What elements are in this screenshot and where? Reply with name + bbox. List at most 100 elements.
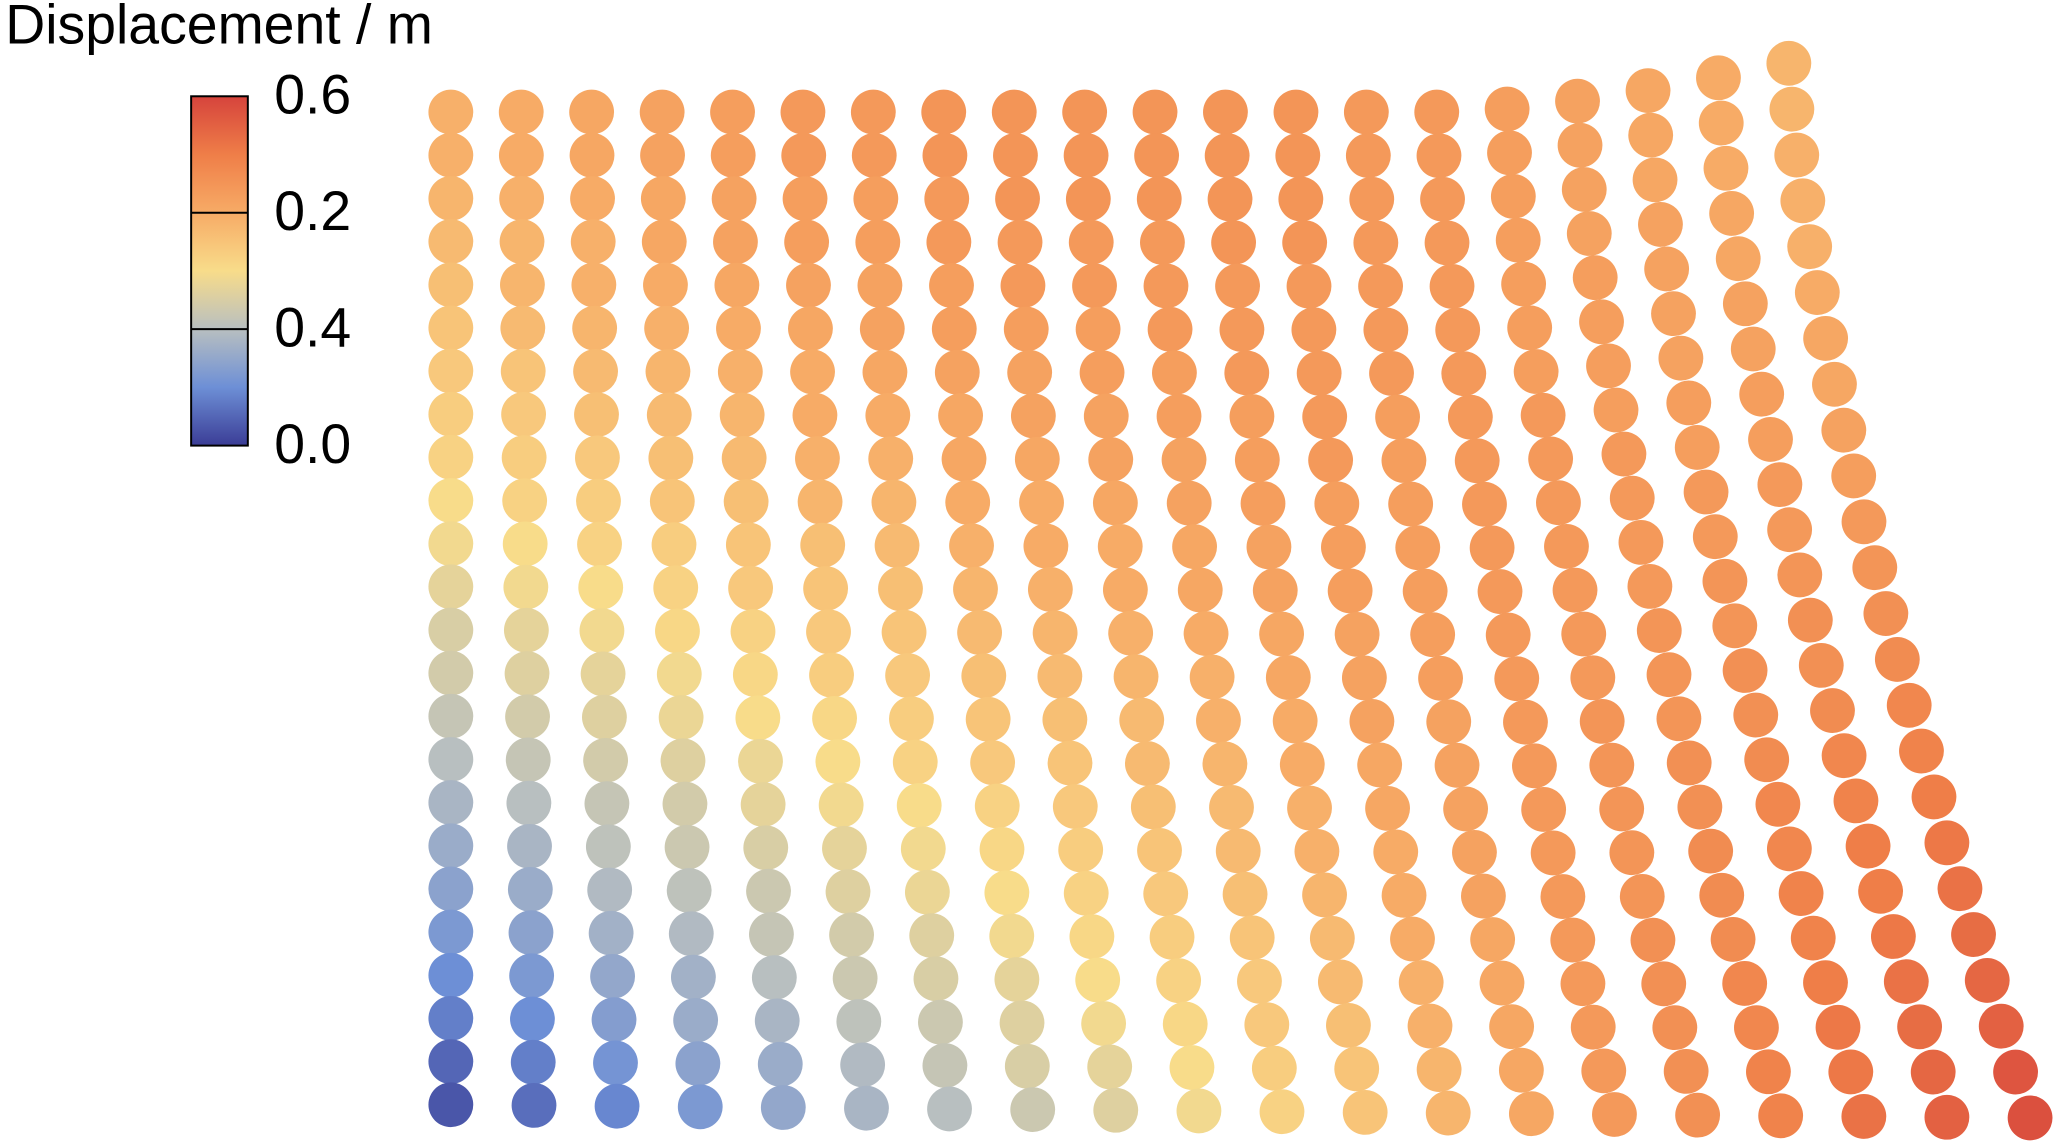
particle bbox=[1508, 1091, 1554, 1137]
particle bbox=[570, 219, 616, 265]
particle bbox=[788, 306, 833, 352]
particle bbox=[840, 1042, 886, 1088]
particle bbox=[822, 825, 867, 871]
particle bbox=[656, 651, 702, 697]
colorbar bbox=[190, 95, 249, 447]
particle bbox=[644, 305, 690, 351]
particle bbox=[1692, 514, 1738, 560]
particle bbox=[738, 738, 783, 784]
particle bbox=[1414, 89, 1460, 135]
particle bbox=[1886, 682, 1932, 728]
particle bbox=[746, 868, 791, 914]
particle bbox=[571, 262, 617, 308]
particle bbox=[815, 739, 861, 785]
particle bbox=[1722, 961, 1768, 1006]
particle bbox=[1357, 742, 1403, 788]
particle bbox=[1561, 611, 1607, 657]
particle bbox=[1202, 741, 1248, 787]
particle bbox=[1924, 820, 1970, 866]
particle bbox=[825, 869, 871, 915]
particle bbox=[1161, 437, 1207, 483]
particle bbox=[428, 521, 474, 567]
particle bbox=[428, 391, 474, 437]
particle bbox=[1272, 698, 1318, 744]
particle bbox=[1722, 648, 1768, 693]
colorbar-label: 0.4 bbox=[274, 296, 351, 358]
particle bbox=[949, 523, 994, 569]
particle bbox=[1003, 306, 1049, 352]
particle bbox=[1831, 453, 1877, 499]
particle bbox=[1224, 350, 1270, 396]
particle bbox=[926, 219, 972, 265]
particle bbox=[1810, 688, 1855, 733]
particle bbox=[428, 650, 474, 696]
particle bbox=[1841, 1094, 1887, 1139]
particle bbox=[710, 132, 756, 178]
particle bbox=[812, 695, 857, 741]
particle bbox=[1570, 655, 1616, 701]
particle bbox=[1540, 874, 1586, 919]
particle bbox=[658, 695, 704, 740]
particle bbox=[1010, 1087, 1056, 1133]
particle bbox=[639, 89, 685, 135]
particle bbox=[1443, 786, 1489, 832]
particle bbox=[1495, 217, 1541, 263]
particle bbox=[717, 349, 763, 395]
particle bbox=[1302, 394, 1348, 440]
particle bbox=[507, 867, 553, 912]
particle bbox=[740, 782, 786, 827]
particle bbox=[1552, 567, 1598, 613]
particle bbox=[1327, 568, 1373, 614]
particle bbox=[1341, 655, 1387, 701]
particle bbox=[995, 176, 1040, 222]
particle bbox=[921, 89, 967, 135]
particle bbox=[1308, 437, 1354, 483]
particle bbox=[428, 952, 474, 998]
particle bbox=[673, 997, 719, 1043]
particle bbox=[1092, 480, 1138, 526]
particle bbox=[929, 263, 974, 308]
particle bbox=[1134, 133, 1180, 179]
particle bbox=[1530, 830, 1576, 876]
particle bbox=[1172, 524, 1217, 570]
particle bbox=[1618, 519, 1664, 565]
particle bbox=[1592, 1092, 1637, 1137]
particle bbox=[1441, 351, 1487, 397]
particle bbox=[1166, 480, 1212, 526]
particle bbox=[927, 1086, 972, 1132]
particle bbox=[1507, 305, 1553, 351]
particle bbox=[648, 435, 694, 481]
particle bbox=[1395, 525, 1441, 571]
particle bbox=[668, 911, 714, 957]
particle bbox=[857, 263, 903, 308]
particle bbox=[1363, 307, 1409, 353]
particle bbox=[1490, 174, 1536, 219]
particle bbox=[735, 695, 781, 741]
particle bbox=[1489, 1004, 1535, 1050]
particle bbox=[1937, 866, 1983, 912]
particle bbox=[1833, 778, 1879, 824]
particle bbox=[1119, 697, 1165, 743]
colorbar-label: 0.0 bbox=[274, 413, 351, 475]
particle bbox=[904, 869, 950, 915]
particle bbox=[511, 1082, 557, 1128]
particle bbox=[1652, 1005, 1698, 1051]
particle bbox=[1470, 917, 1516, 962]
particle bbox=[800, 522, 846, 568]
particle bbox=[1075, 306, 1121, 352]
particle bbox=[716, 306, 761, 351]
particle bbox=[711, 176, 757, 222]
particle bbox=[428, 434, 474, 480]
particle bbox=[505, 737, 551, 783]
particle bbox=[585, 824, 631, 870]
particle bbox=[1093, 1087, 1139, 1133]
particle bbox=[1215, 263, 1260, 309]
particle bbox=[1663, 1048, 1709, 1094]
particle bbox=[593, 1040, 638, 1086]
particle bbox=[1282, 220, 1328, 266]
particle bbox=[1924, 1094, 1970, 1140]
particle bbox=[1746, 1049, 1791, 1095]
particle bbox=[922, 1043, 968, 1088]
particle bbox=[909, 913, 955, 959]
particle bbox=[871, 479, 917, 525]
